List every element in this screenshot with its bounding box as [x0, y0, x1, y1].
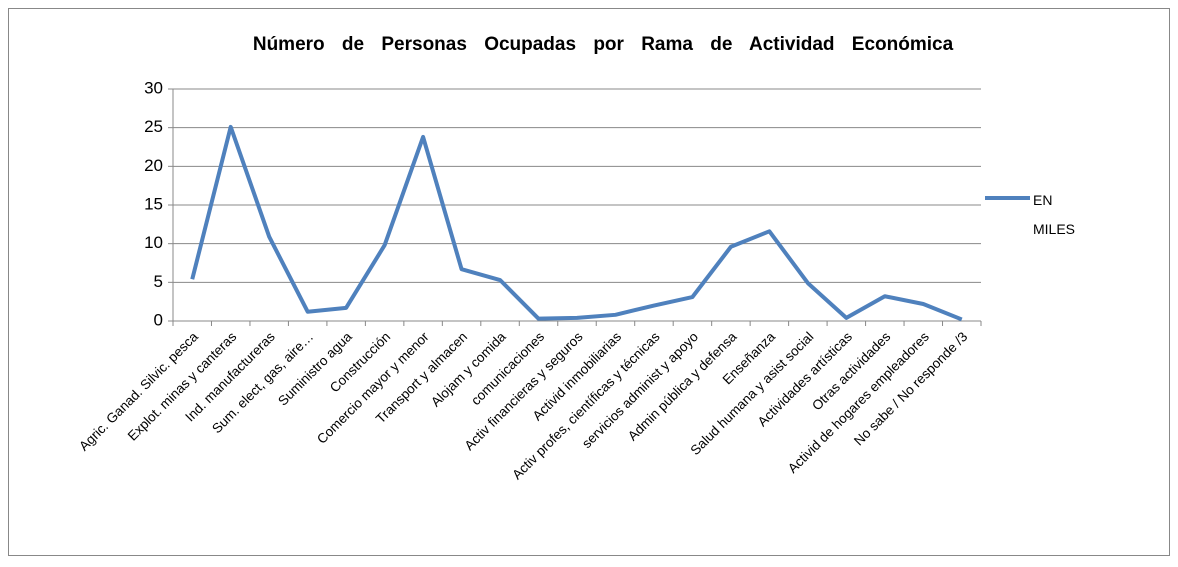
- x-tick-label: Activid de hogares empleadores: [785, 329, 932, 476]
- y-tick-label: 30: [144, 78, 163, 97]
- y-tick-label: 25: [144, 117, 163, 136]
- chart-title: Número de Personas Ocupadas por Rama de …: [253, 34, 954, 55]
- y-tick-label: 20: [144, 156, 163, 175]
- legend-label: EN MILES: [1033, 192, 1076, 237]
- data-line: [190, 124, 963, 322]
- y-tick-label: 15: [144, 194, 163, 213]
- y-tick-label: 5: [154, 272, 163, 291]
- y-tick-label: 0: [154, 310, 163, 329]
- y-tick-label: 10: [144, 233, 163, 252]
- chart-border: [8, 8, 1170, 556]
